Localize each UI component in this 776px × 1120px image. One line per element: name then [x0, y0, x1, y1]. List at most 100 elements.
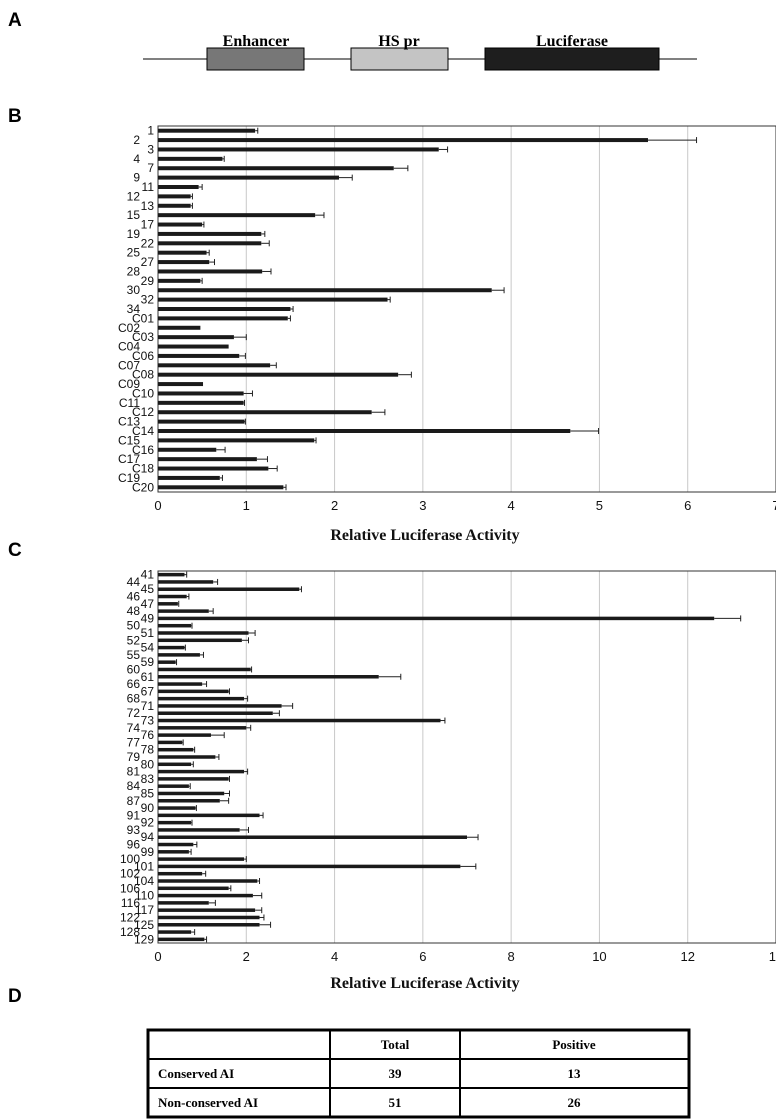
chart-b-bar [158, 222, 203, 227]
chart-c-bar [158, 842, 194, 847]
chart-c-bar [158, 667, 251, 672]
chart-b-category-label: 12 [127, 189, 141, 203]
chart-c-category-label: 48 [127, 604, 141, 618]
chart-c-bar [158, 879, 258, 883]
chart-b-category-label: 7 [147, 161, 154, 175]
chart-c-bar [158, 937, 205, 942]
enhancer-label: Enhancer [223, 33, 290, 50]
chart-b-category-label: C12 [132, 405, 154, 419]
chart-b-bar [158, 203, 191, 208]
chart-b-bar [158, 485, 284, 490]
chart-b-bar [158, 297, 388, 302]
chart-b-tick-label: 7 [772, 498, 776, 513]
luciferase-label: Luciferase [536, 33, 608, 50]
chart-b-bar [158, 382, 204, 387]
chart-c-bar [158, 893, 253, 898]
chart-c-category-label: 125 [134, 918, 154, 932]
chart-b-bar [158, 213, 316, 218]
chart-c-category-label: 54 [141, 641, 155, 655]
chart-c-category-label: 99 [141, 845, 155, 859]
chart-c-bar [158, 602, 178, 606]
chart-c-bar [158, 791, 225, 796]
chart-b-bar [158, 400, 244, 405]
chart-c-tick-label: 2 [243, 949, 250, 964]
chart-b-category-label: C10 [132, 386, 154, 400]
table-cell: 13 [568, 1066, 582, 1081]
chart-c-category-label: 46 [127, 590, 141, 604]
chart-c-category-label: 94 [141, 830, 155, 844]
chart-c-bar [158, 645, 185, 650]
chart-b-bar [158, 250, 207, 255]
chart-c-bar [158, 638, 242, 643]
table-row-label: Non-conserved AI [158, 1095, 258, 1110]
chart-b-tick-label: 4 [508, 498, 515, 513]
chart-c-category-label: 51 [141, 626, 155, 640]
panel-label-c: C [8, 540, 22, 561]
chart-c-bar [158, 689, 229, 694]
chart-b-bar [158, 269, 263, 274]
chart-c-category-label: 79 [127, 750, 141, 764]
chart-c-category-label: 78 [141, 743, 155, 757]
chart-c-category-label: 77 [127, 735, 141, 749]
chart-b-bar [158, 353, 240, 358]
table-header-positive: Positive [552, 1037, 596, 1052]
chart-c-category-label: 92 [141, 816, 155, 830]
chart-b-bar [158, 391, 244, 396]
chart-b-category-label: C11 [119, 396, 140, 410]
chart-b-category-label: C01 [132, 311, 154, 325]
chart-b-category-label: C07 [118, 358, 140, 372]
chart-b-category-label: 30 [127, 283, 141, 297]
chart-b-category-label: 29 [141, 274, 155, 288]
panel-label-b: B [8, 106, 22, 127]
chart-c-bar [158, 923, 260, 927]
chart-c-category-label: 76 [141, 728, 155, 742]
chart-b-bar [158, 278, 201, 283]
chart-b-bar [158, 260, 210, 265]
chart-c-bar [158, 915, 260, 920]
chart-c-category-label: 93 [127, 823, 141, 837]
table-header-total: Total [381, 1037, 410, 1052]
construct-diagram: Enhancer HS pr Luciferase [143, 33, 697, 71]
chart-b-bar [158, 335, 234, 340]
chart-b-tick-label: 1 [243, 498, 250, 513]
chart-c-category-label: 60 [127, 662, 141, 676]
chart-b-category-label: C03 [132, 330, 154, 344]
chart-b-category-label: C08 [132, 368, 154, 382]
chart-b-category-label: 13 [141, 199, 155, 213]
enhancer-box [206, 47, 305, 71]
chart-b-bar [158, 372, 399, 377]
chart-b-category-label: 22 [141, 236, 155, 250]
chart-c-bar [158, 718, 441, 723]
chart-b-category-label: 28 [127, 264, 141, 278]
chart-b-category-label: C06 [132, 349, 154, 363]
chart-b-tick-label: 6 [684, 498, 691, 513]
chart-c-bar [158, 813, 260, 818]
chart-c-bar [158, 762, 192, 767]
chart-b-tick-label: 3 [419, 498, 426, 513]
chart-b-category-label: 27 [141, 255, 155, 269]
hs-promoter-label: HS pr [378, 33, 419, 50]
chart-c-category-label: 55 [127, 648, 141, 662]
chart-c-bar [158, 820, 192, 825]
chart-c-bar [158, 740, 183, 745]
chart-c-bar [158, 828, 240, 832]
chart-b-bar [158, 363, 271, 368]
table-row-label: Conserved AI [158, 1066, 234, 1081]
chart-b-category-label: 3 [147, 142, 154, 156]
chart-c-category-label: 128 [120, 925, 140, 939]
chart-b-category-label: C14 [132, 424, 154, 438]
chart-c-bar [158, 609, 209, 613]
chart-b-category-label: 9 [133, 171, 140, 185]
chart-c-category-label: 74 [127, 721, 141, 735]
chart-b-bar [158, 288, 492, 293]
chart-b-category-label: 15 [127, 208, 141, 222]
chart-c-category-label: 91 [127, 808, 141, 822]
chart-b-bar [158, 194, 191, 199]
panel-label-d: D [8, 986, 22, 1007]
chart-b: Relative Luciferase Activity 01234567123… [118, 124, 776, 544]
chart-c-bar [158, 711, 273, 715]
chart-b-category-label: C13 [118, 415, 140, 429]
chart-b-category-label: 17 [141, 218, 155, 232]
chart-b-category-label: 19 [127, 227, 141, 241]
chart-b-bar [158, 316, 288, 321]
